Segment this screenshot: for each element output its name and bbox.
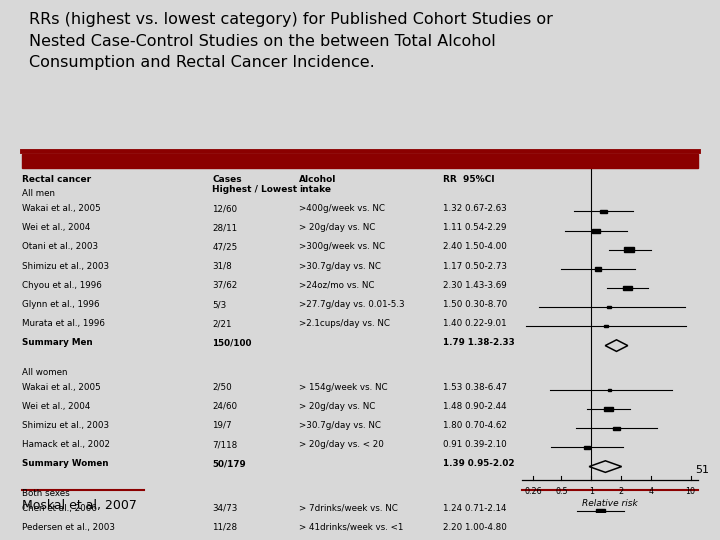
Bar	[603, 407, 613, 411]
Text: 2.40 1.50-4.00: 2.40 1.50-4.00	[443, 242, 507, 252]
Bar	[596, 509, 605, 513]
Bar	[608, 389, 611, 390]
Text: >30.7g/day vs. NC: >30.7g/day vs. NC	[299, 262, 381, 271]
Text: 0.5: 0.5	[555, 487, 568, 496]
Text: 37/62: 37/62	[212, 281, 238, 290]
Text: Wakai et al., 2005: Wakai et al., 2005	[22, 383, 100, 391]
Text: intake: intake	[299, 185, 330, 194]
Bar	[592, 228, 600, 233]
Text: 1.39 0.95-2.02: 1.39 0.95-2.02	[443, 460, 514, 468]
Text: >27.7g/day vs. 0.01-5.3: >27.7g/day vs. 0.01-5.3	[299, 300, 405, 309]
Text: > 7drinks/week vs. NC: > 7drinks/week vs. NC	[299, 504, 397, 512]
Text: >2.1cups/day vs. NC: >2.1cups/day vs. NC	[299, 319, 390, 328]
Bar	[595, 267, 601, 271]
Bar	[613, 427, 620, 430]
Bar	[22, 154, 698, 168]
Text: Moskal et al, 2007: Moskal et al, 2007	[22, 498, 137, 511]
Bar	[606, 306, 611, 308]
Text: Wei et al., 2004: Wei et al., 2004	[22, 224, 90, 232]
Text: Chen et al., 2006: Chen et al., 2006	[22, 504, 96, 512]
Text: 28/11: 28/11	[212, 224, 238, 232]
Text: Cases: Cases	[212, 175, 242, 184]
Text: RR  95%CI: RR 95%CI	[443, 175, 495, 184]
Text: Wei et al., 2004: Wei et al., 2004	[22, 402, 90, 411]
Text: Rectal cancer: Rectal cancer	[22, 175, 91, 184]
Text: 1.79 1.38-2.33: 1.79 1.38-2.33	[443, 339, 515, 347]
Text: > 154g/week vs. NC: > 154g/week vs. NC	[299, 383, 387, 391]
Text: >400g/week vs. NC: >400g/week vs. NC	[299, 204, 384, 213]
Text: Summary Men: Summary Men	[22, 339, 92, 347]
Text: All men: All men	[22, 189, 55, 198]
Text: 1.53 0.38-6.47: 1.53 0.38-6.47	[443, 383, 507, 391]
Text: RRs (highest vs. lowest category) for Published Cohort Studies or
Nested Case-Co: RRs (highest vs. lowest category) for Pu…	[29, 12, 553, 70]
Text: Shimizu et al., 2003: Shimizu et al., 2003	[22, 421, 109, 430]
Text: 2.20 1.00-4.80: 2.20 1.00-4.80	[443, 523, 507, 532]
Bar	[622, 528, 629, 532]
Bar	[585, 446, 590, 449]
Text: 1.32 0.67-2.63: 1.32 0.67-2.63	[443, 204, 507, 213]
Text: 1: 1	[589, 487, 594, 496]
Text: 5/3: 5/3	[212, 300, 227, 309]
Text: Glynn et al., 1996: Glynn et al., 1996	[22, 300, 99, 309]
Bar	[623, 286, 631, 291]
Text: Summary Women: Summary Women	[22, 460, 108, 468]
Text: 11/28: 11/28	[212, 523, 238, 532]
Text: All women: All women	[22, 368, 67, 377]
Text: 31/8: 31/8	[212, 262, 232, 271]
Text: 7/118: 7/118	[212, 440, 238, 449]
Text: Murata et al., 1996: Murata et al., 1996	[22, 319, 104, 328]
Text: 24/60: 24/60	[212, 402, 238, 411]
Text: Shimizu et al., 2003: Shimizu et al., 2003	[22, 262, 109, 271]
Text: 0.26: 0.26	[524, 487, 542, 496]
Text: 4: 4	[649, 487, 654, 496]
Text: >24oz/mo vs. NC: >24oz/mo vs. NC	[299, 281, 374, 290]
Text: > 20g/day vs. NC: > 20g/day vs. NC	[299, 224, 375, 232]
Text: 1.48 0.90-2.44: 1.48 0.90-2.44	[443, 402, 506, 411]
Text: 0.91 0.39-2.10: 0.91 0.39-2.10	[443, 440, 507, 449]
Text: 50/179: 50/179	[212, 460, 246, 468]
Bar	[624, 247, 634, 252]
Text: 1.50 0.30-8.70: 1.50 0.30-8.70	[443, 300, 507, 309]
Text: 34/73: 34/73	[212, 504, 238, 512]
Text: >300g/week vs. NC: >300g/week vs. NC	[299, 242, 385, 252]
Text: Both sexes: Both sexes	[22, 489, 69, 498]
Text: 51: 51	[696, 465, 709, 475]
Text: 47/25: 47/25	[212, 242, 238, 252]
Text: 1.40 0.22-9.01: 1.40 0.22-9.01	[443, 319, 506, 328]
Text: 1.17 0.50-2.73: 1.17 0.50-2.73	[443, 262, 507, 271]
Text: Otani et al., 2003: Otani et al., 2003	[22, 242, 98, 252]
Text: Relative risk: Relative risk	[582, 498, 638, 508]
Text: Alcohol: Alcohol	[299, 175, 336, 184]
Text: 1.24 0.71-2.14: 1.24 0.71-2.14	[443, 504, 506, 512]
Text: > 20g/day vs. < 20: > 20g/day vs. < 20	[299, 440, 384, 449]
Text: Highest / Lowest: Highest / Lowest	[212, 185, 297, 194]
Text: Hamack et al., 2002: Hamack et al., 2002	[22, 440, 109, 449]
Text: 10: 10	[685, 487, 696, 496]
Text: 1.11 0.54-2.29: 1.11 0.54-2.29	[443, 224, 506, 232]
Text: 2/50: 2/50	[212, 383, 232, 391]
Text: 2: 2	[618, 487, 624, 496]
Text: 12/60: 12/60	[212, 204, 238, 213]
Text: > 41drinks/week vs. <1: > 41drinks/week vs. <1	[299, 523, 403, 532]
Text: >30.7g/day vs. NC: >30.7g/day vs. NC	[299, 421, 381, 430]
Text: Chyou et al., 1996: Chyou et al., 1996	[22, 281, 102, 290]
Text: 19/7: 19/7	[212, 421, 232, 430]
Text: 2.30 1.43-3.69: 2.30 1.43-3.69	[443, 281, 507, 290]
Text: Wakai et al., 2005: Wakai et al., 2005	[22, 204, 100, 213]
Text: 2/21: 2/21	[212, 319, 232, 328]
Bar	[604, 326, 608, 327]
Text: Pedersen et al., 2003: Pedersen et al., 2003	[22, 523, 114, 532]
Bar	[600, 210, 606, 213]
Text: 1.80 0.70-4.62: 1.80 0.70-4.62	[443, 421, 507, 430]
Text: > 20g/day vs. NC: > 20g/day vs. NC	[299, 402, 375, 411]
Text: 150/100: 150/100	[212, 339, 252, 347]
